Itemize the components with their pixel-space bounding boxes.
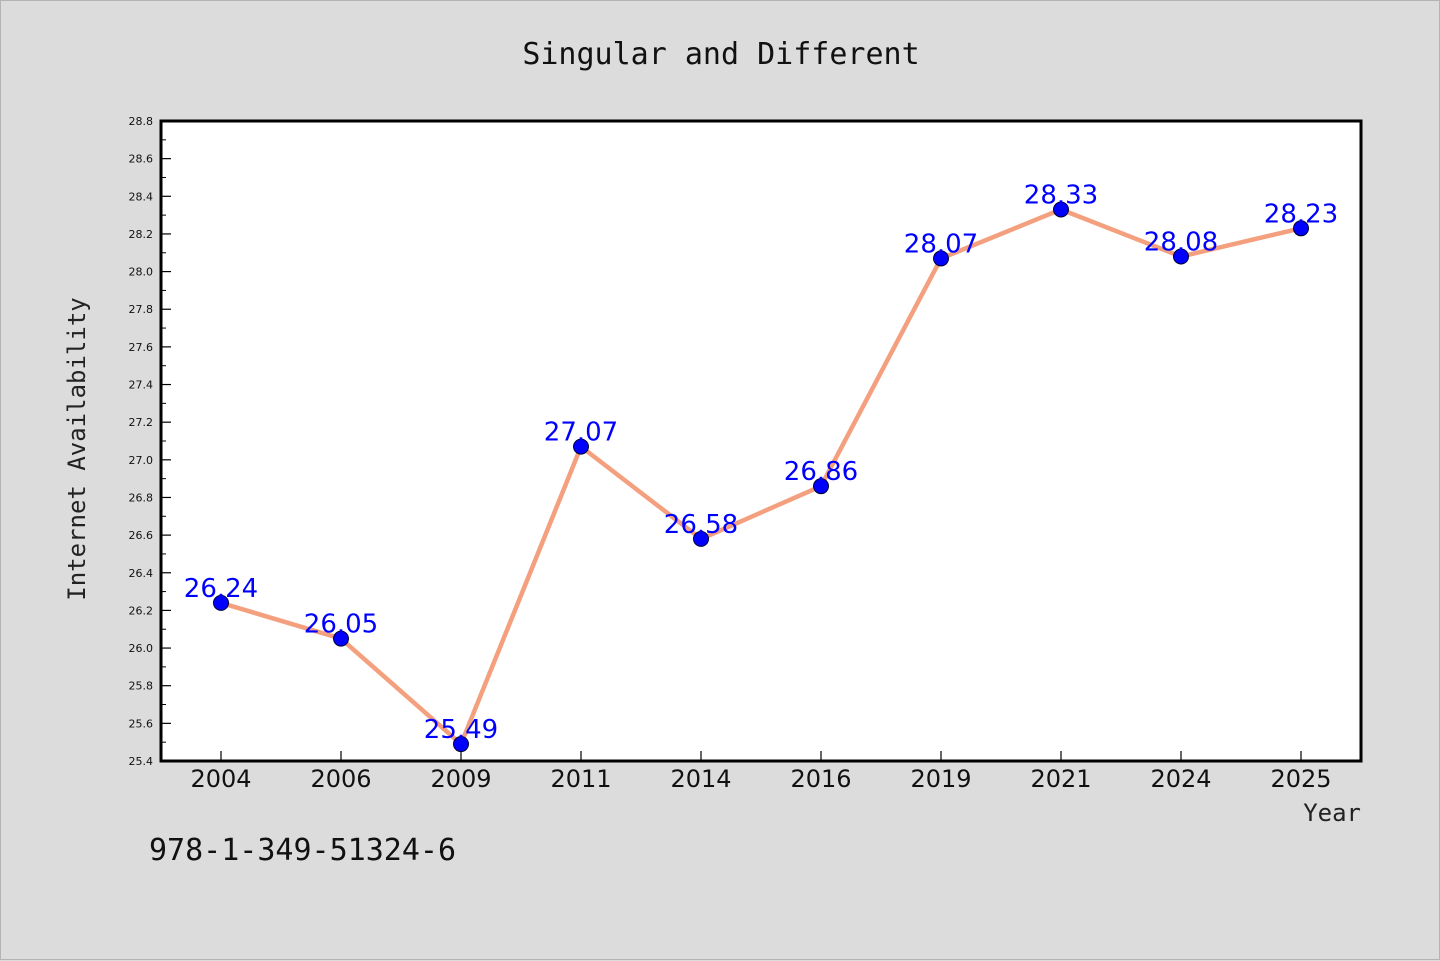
data-label: 28.23 <box>1264 199 1338 229</box>
x-tick-label: 2004 <box>190 765 251 793</box>
y-tick-label: 27.4 <box>129 379 154 392</box>
data-label: 26.58 <box>664 510 738 540</box>
y-tick-label: 25.4 <box>129 755 154 768</box>
x-tick-label: 2009 <box>430 765 491 793</box>
y-axis-label: Internet Availability <box>63 297 91 600</box>
y-tick-label: 25.6 <box>129 717 154 730</box>
x-tick-label: 2014 <box>670 765 731 793</box>
data-label: 27.07 <box>544 418 618 448</box>
plot-area <box>159 119 1363 763</box>
data-point <box>333 630 349 647</box>
y-tick-label: 27.8 <box>129 303 154 316</box>
y-tick-label: 26.6 <box>129 529 154 542</box>
x-axis: 2004 2006 2009 2011 2014 2016 2019 2021 2024 2025 <box>190 751 1332 793</box>
data-label: 25.49 <box>424 715 498 745</box>
series-line <box>218 207 1304 747</box>
x-tick-label: 2021 <box>1030 765 1091 793</box>
x-tick-label: 2025 <box>1270 765 1331 793</box>
y-tick-label: 26.4 <box>129 567 154 580</box>
y-tick-label: 27.6 <box>129 341 154 354</box>
footer-identifier: 978-1-349-51324-6 <box>149 833 457 868</box>
x-axis-label: Year <box>1303 799 1361 827</box>
data-point <box>693 530 709 547</box>
x-tick-label: 2019 <box>910 765 971 793</box>
data-labels: 26.24 26.05 25.49 27.07 26.58 26.86 28.07 28.33… <box>184 180 1338 745</box>
y-tick-label: 25.8 <box>129 680 154 693</box>
x-tick-label: 2016 <box>790 765 851 793</box>
y-axis: 25.4 25.6 25.8 26.0 26.2 26.4 26.6 26.8 27.0 27.2… <box>129 115 171 768</box>
y-tick-label: 28.6 <box>129 153 154 166</box>
chart-title: Singular and Different <box>522 37 919 72</box>
data-label: 28.33 <box>1024 180 1098 210</box>
y-tick-label: 27.0 <box>129 454 154 467</box>
data-label: 26.05 <box>304 610 378 640</box>
y-tick-label: 27.2 <box>129 416 154 429</box>
y-tick-label: 26.2 <box>129 604 154 617</box>
data-point <box>933 250 949 267</box>
data-point <box>1173 248 1189 265</box>
data-point <box>1053 201 1069 218</box>
x-tick-label: 2011 <box>550 765 611 793</box>
data-point <box>1293 220 1309 237</box>
data-point <box>453 736 469 753</box>
data-label: 26.24 <box>184 574 258 604</box>
data-label: 28.08 <box>1144 228 1218 258</box>
x-tick-label: 2024 <box>1150 765 1211 793</box>
data-label: 28.07 <box>904 229 978 259</box>
y-tick-label: 28.4 <box>129 190 154 203</box>
series-layer <box>213 201 1309 753</box>
data-point <box>213 594 229 611</box>
data-point <box>573 438 589 455</box>
data-point <box>813 478 829 495</box>
data-label: 26.86 <box>784 457 858 487</box>
y-tick-label: 28.8 <box>129 115 154 128</box>
y-tick-label: 26.0 <box>129 642 154 655</box>
y-tick-label: 28.0 <box>129 266 154 279</box>
y-tick-label: 26.8 <box>129 491 154 504</box>
x-tick-label: 2006 <box>310 765 371 793</box>
y-tick-label: 28.2 <box>129 228 154 241</box>
